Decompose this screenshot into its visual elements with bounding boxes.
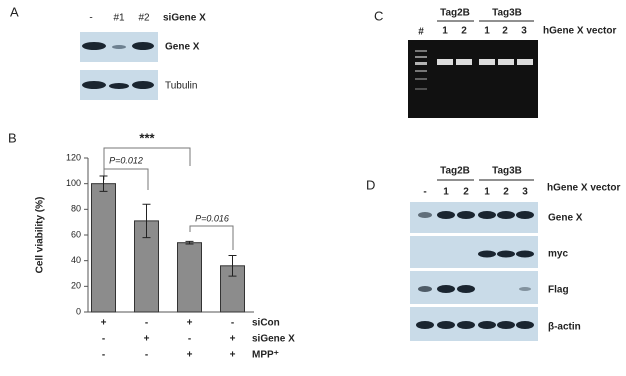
condition-sign: - [102,334,105,345]
condition-sign: - [145,350,148,361]
condition-sign: + [101,318,107,329]
row-label: myc [548,249,568,260]
gel-bands [415,50,533,90]
bar [177,242,202,313]
panel-label: C [374,8,383,23]
panel-label: A [10,4,19,19]
bar [91,183,116,313]
condition-sign: + [187,318,193,329]
lane-label: 1 [442,26,448,37]
condition-sign: + [144,334,150,345]
error-bar [185,240,194,245]
gel [408,40,538,118]
band [109,83,129,89]
lane-label: 2 [503,187,509,198]
lane-label: 3 [521,26,527,37]
vector-label: hGene X vector [547,183,620,194]
row-label: Tubulin [165,81,197,92]
y-tick-label: 100 [66,178,81,188]
lane-label: - [89,13,92,24]
lane-label: 1 [484,26,490,37]
condition-sign: - [188,334,191,345]
error-bar [228,255,237,277]
condition-sign: - [102,350,105,361]
error-bar [99,175,108,192]
row-label: Gene X [165,42,200,53]
brackets [103,147,234,250]
y-tick-label: 120 [66,152,81,162]
lane-label: - [423,187,426,198]
lane-label: 2 [463,187,469,198]
y-tick-label: 40 [71,255,81,265]
group-label: Tag2B [440,8,470,19]
band [132,81,154,89]
condition-label: MPP⁺ [252,350,279,361]
treatment-label: siGene X [163,13,206,24]
lane-label: #1 [113,13,125,24]
p-value: P=0.012 [109,155,143,165]
band [112,45,126,49]
condition-sign: + [230,350,236,361]
y-axis-label: Cell viability (%) [35,197,46,274]
condition-sign: - [145,318,148,329]
group-label: Tag3B [492,8,522,19]
condition-sign: + [187,350,193,361]
row-label: Gene X [548,213,583,224]
group-label: Tag2B [440,166,470,177]
p-value: P=0.016 [195,213,229,223]
y-tick-label: 80 [71,204,81,214]
y-tick-label: 0 [76,306,81,316]
lane-label: 2 [461,26,467,37]
panel-label: B [8,130,17,145]
significance: *** [139,130,155,145]
band [132,42,154,50]
row-label: Flag [548,285,569,296]
lane-label: 1 [484,187,490,198]
condition-label: siGene X [252,334,295,345]
group-label: Tag3B [492,166,522,177]
lane-label: 2 [502,26,508,37]
bands [416,211,534,329]
lane-label: 3 [522,187,528,198]
condition-sign: - [231,318,234,329]
condition-sign: + [230,334,236,345]
lane-label: # [418,27,424,38]
lane-label: #2 [138,13,150,24]
vector-label: hGene X vector [543,26,616,37]
condition-label: siCon [252,318,280,329]
error-bar [142,203,151,239]
band [82,81,106,89]
blots [410,202,538,341]
y-tick-label: 20 [71,281,81,291]
band [82,42,106,50]
panel-label: D [366,177,375,192]
row-label: β-actin [548,322,581,333]
y-tick-label: 60 [71,229,81,239]
lane-label: 1 [443,187,449,198]
